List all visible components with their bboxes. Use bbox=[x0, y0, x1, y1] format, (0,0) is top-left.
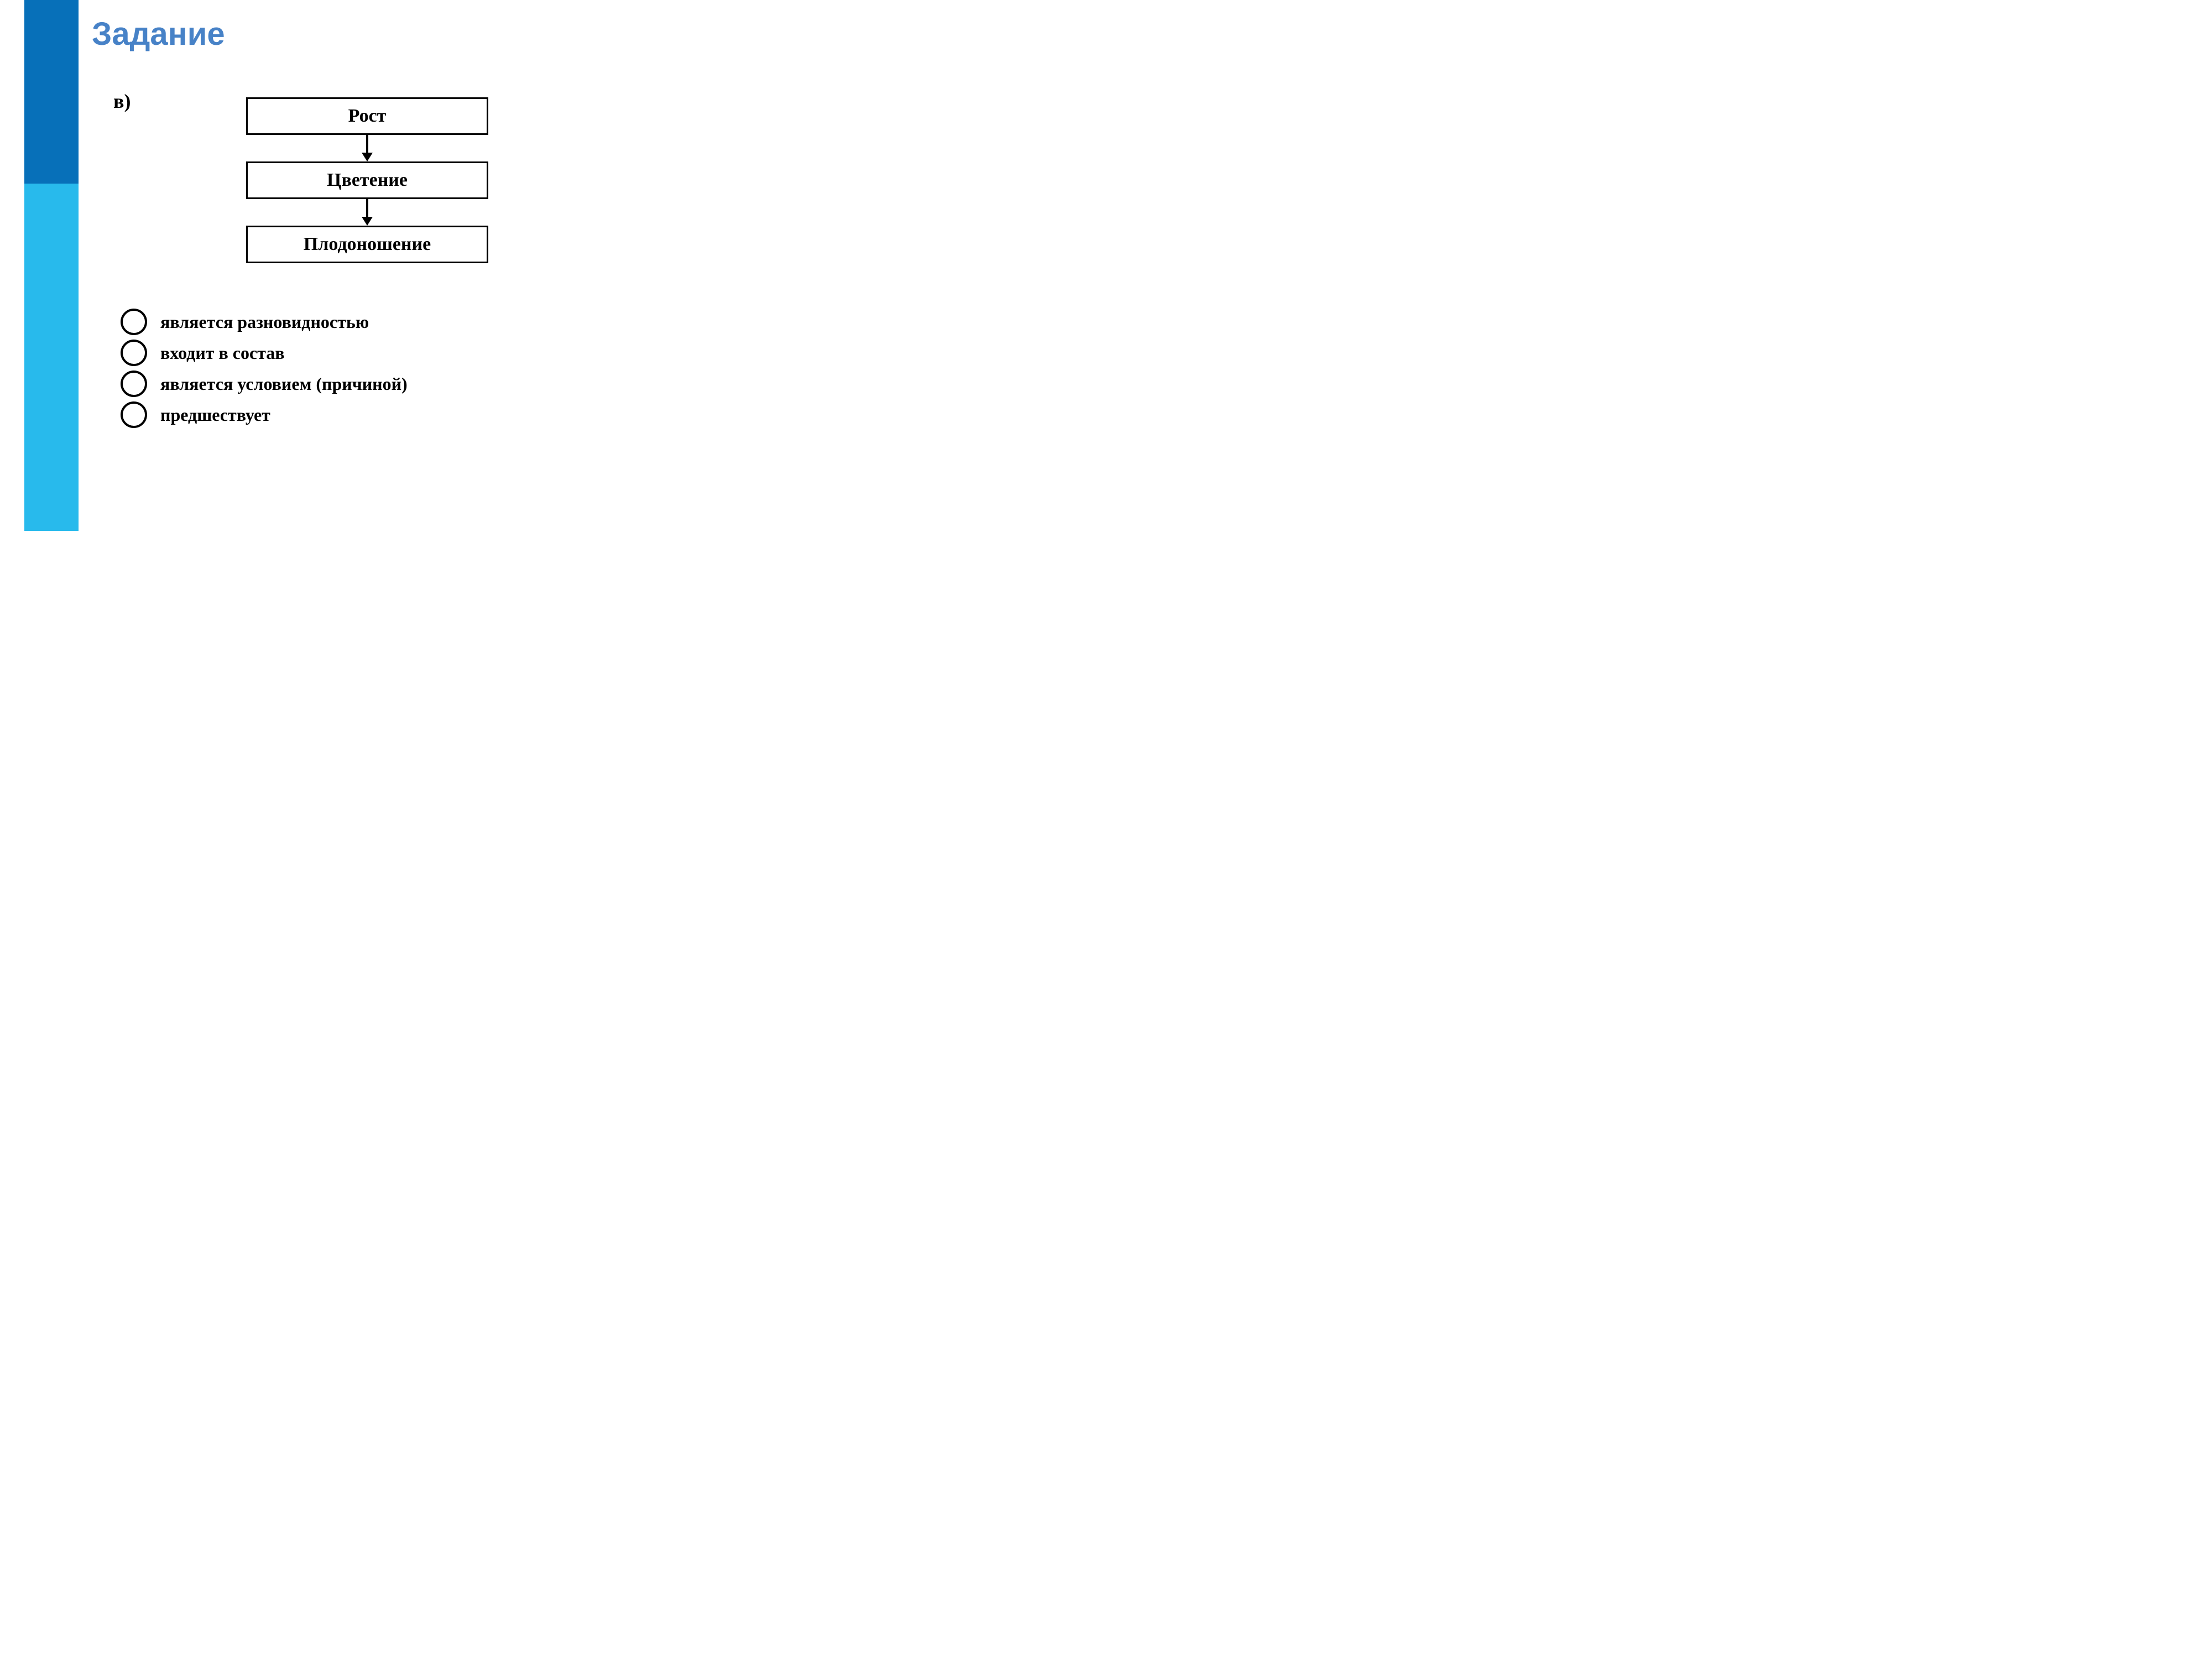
option-label: предшествует bbox=[160, 405, 270, 425]
flowchart: Рост Цветение Плодоношение bbox=[246, 97, 488, 263]
option-row[interactable]: входит в состав bbox=[121, 340, 408, 366]
option-row[interactable]: предшествует bbox=[121, 401, 408, 428]
option-row[interactable]: является условием (причиной) bbox=[121, 371, 408, 397]
question-sublabel: в) bbox=[113, 90, 131, 113]
flow-node: Рост bbox=[246, 97, 488, 135]
sidebar-accent-bottom bbox=[24, 184, 79, 531]
sidebar-accent-top bbox=[24, 0, 79, 184]
radio-icon[interactable] bbox=[121, 340, 147, 366]
flow-node: Цветение bbox=[246, 161, 488, 199]
flow-arrow bbox=[246, 199, 488, 226]
option-label: является условием (причиной) bbox=[160, 374, 408, 394]
option-label: входит в состав bbox=[160, 343, 285, 363]
radio-icon[interactable] bbox=[121, 309, 147, 335]
option-label: является разновидностью bbox=[160, 312, 369, 332]
radio-icon[interactable] bbox=[121, 401, 147, 428]
radio-icon[interactable] bbox=[121, 371, 147, 397]
page-title: Задание bbox=[92, 15, 225, 53]
option-row[interactable]: является разновидностью bbox=[121, 309, 408, 335]
options-list: является разновидностью входит в состав яв… bbox=[121, 309, 408, 432]
flow-node: Плодоношение bbox=[246, 226, 488, 263]
flow-arrow bbox=[246, 135, 488, 161]
